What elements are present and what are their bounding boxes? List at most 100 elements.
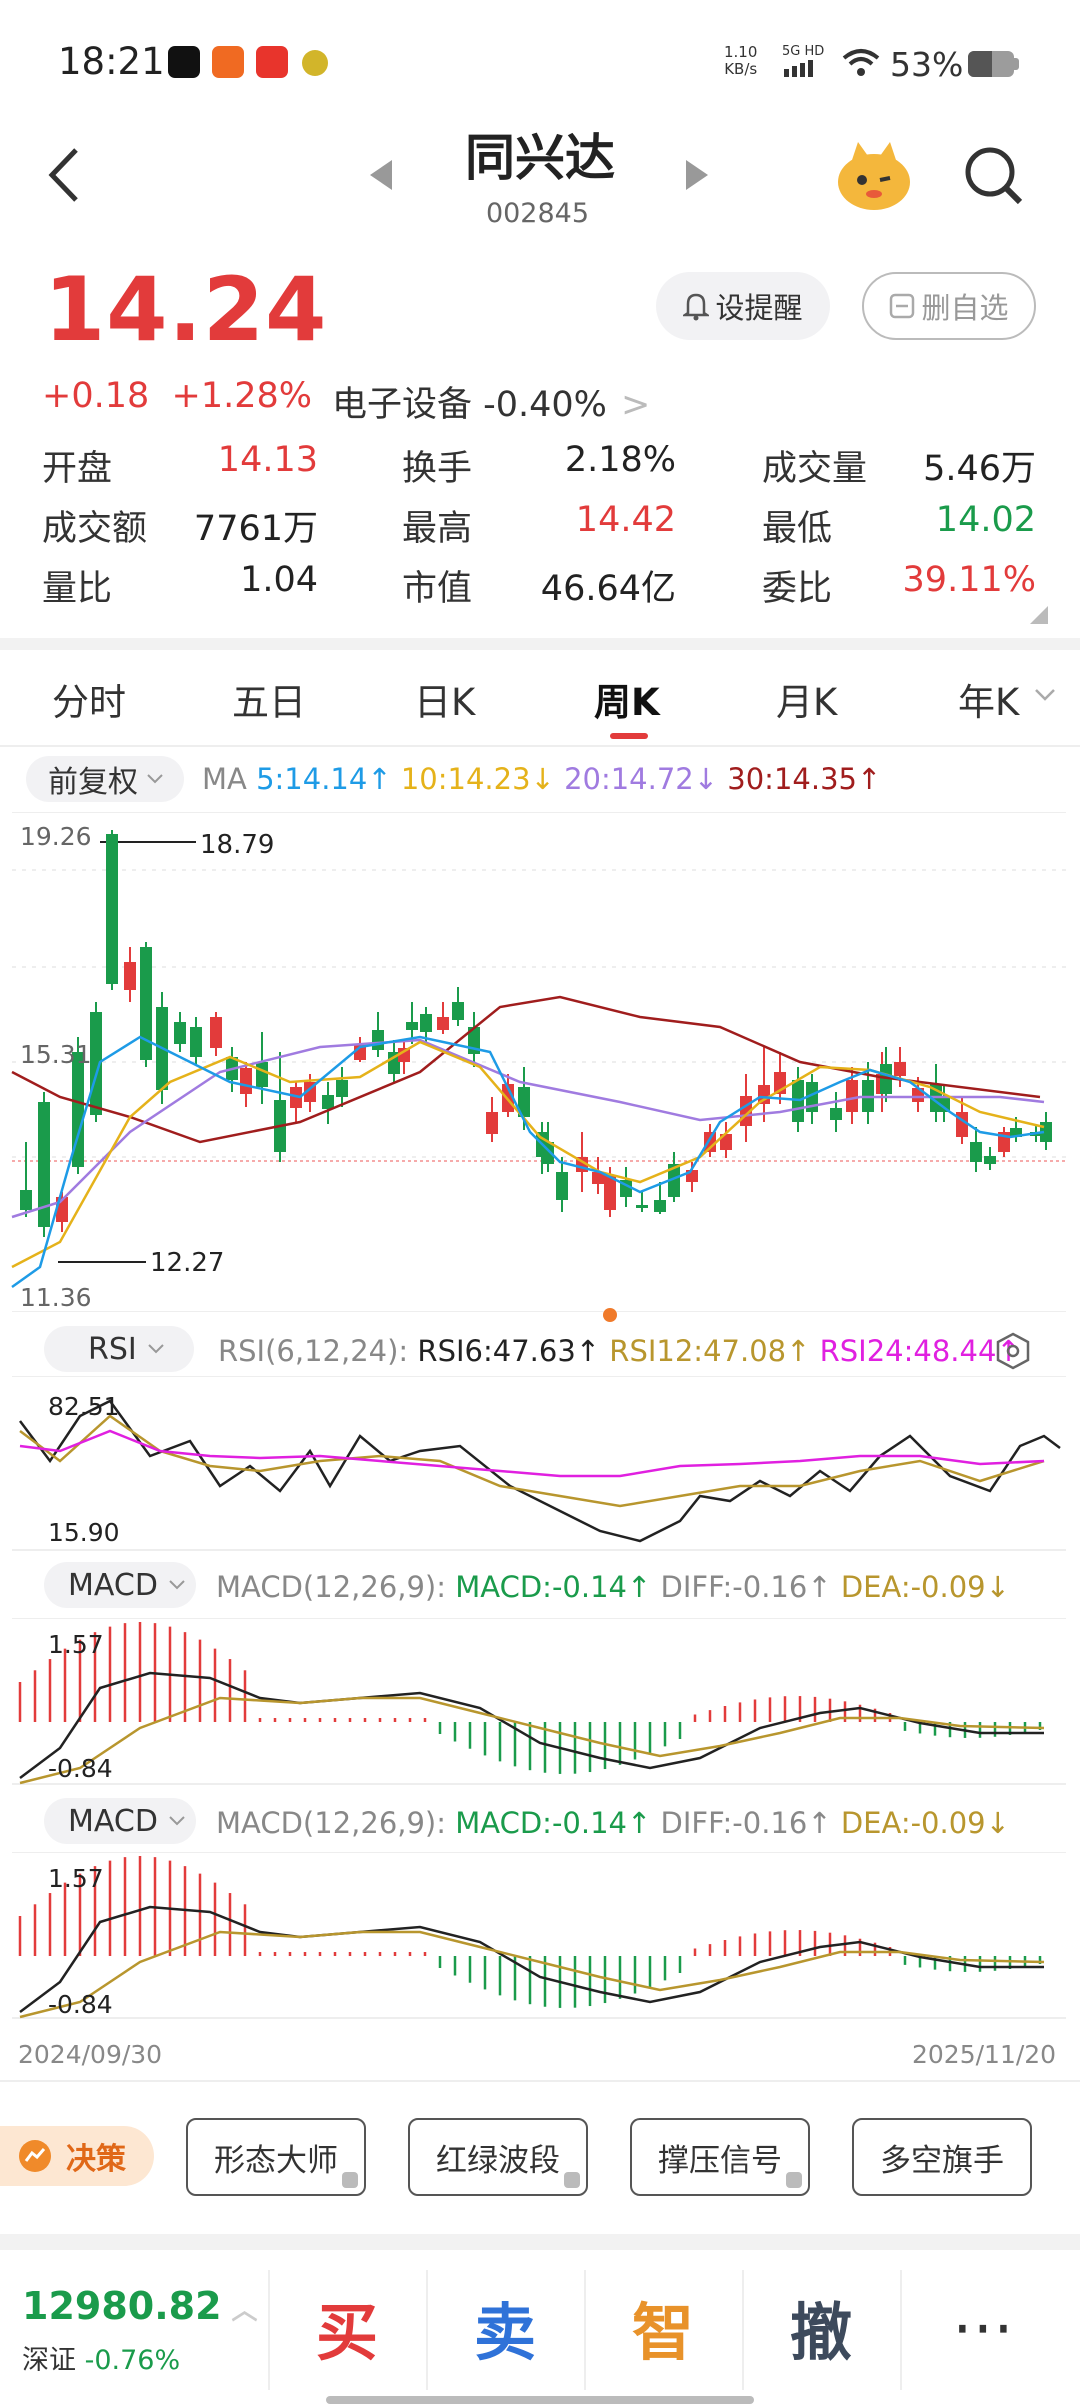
date-start: 2024/09/30 xyxy=(18,2040,163,2069)
candle-body xyxy=(124,962,136,990)
rsi24-line xyxy=(19,1429,1045,1478)
lock-icon xyxy=(786,2172,802,2188)
buy-button[interactable]: 买 xyxy=(316,2296,379,2369)
strategy-button-2[interactable]: 撑压信号 xyxy=(630,2118,810,2196)
rsi-dropdown[interactable]: RSI xyxy=(44,1326,194,1372)
battery-icon xyxy=(968,51,1014,77)
smart-button[interactable]: 智 xyxy=(632,2296,695,2369)
divider xyxy=(268,2270,270,2390)
minus-box-icon xyxy=(890,293,915,319)
search-icon[interactable] xyxy=(962,144,1026,208)
cancel-order-button[interactable]: 撤 xyxy=(790,2296,853,2369)
index-value: 12980.82 ︿ xyxy=(22,2284,258,2328)
macd2-label: MACD xyxy=(68,1803,158,1839)
macd1-value: MACD:-0.14↑ xyxy=(455,1570,652,1604)
lock-icon xyxy=(564,2172,580,2188)
triangle-right-icon[interactable] xyxy=(682,158,712,192)
sell-button[interactable]: 卖 xyxy=(474,2296,537,2369)
more-button[interactable]: ⋯ xyxy=(952,2290,1014,2363)
sector-label: 电子设备 -0.40% xyxy=(332,385,607,425)
stat-label: 成交量 xyxy=(762,449,868,489)
macd1-diff: DIFF:-0.16↑ xyxy=(660,1570,832,1604)
candle-body xyxy=(240,1068,252,1094)
dea-line xyxy=(19,1696,1045,1785)
candle-body xyxy=(984,1156,996,1164)
strategy-button-1[interactable]: 红绿波段 xyxy=(408,2118,588,2196)
candle-body xyxy=(72,1052,84,1167)
candle-body xyxy=(604,1175,616,1210)
candle-body xyxy=(846,1080,858,1112)
set-alert-label: 设提醒 xyxy=(715,291,803,325)
set-alert-button[interactable]: 设提醒 xyxy=(656,272,830,340)
ma30-value: 30:14.35↑ xyxy=(727,762,882,796)
candle-body xyxy=(398,1048,410,1062)
macd1-params: MACD(12,26,9): xyxy=(216,1570,447,1604)
shield-app-icon xyxy=(302,50,328,76)
tab-5[interactable]: 年K xyxy=(958,681,1020,724)
strategy-button-3[interactable]: 多空旗手 xyxy=(852,2118,1032,2196)
battery-tip xyxy=(1014,58,1019,70)
up-caret-icon: ︿ xyxy=(231,2296,258,2326)
chevron-down-icon[interactable] xyxy=(1034,688,1056,702)
remove-watchlist-button[interactable]: 删自选 xyxy=(862,272,1036,340)
rsi-legend: RSI(6,12,24): RSI6:47.63↑ RSI12:47.08↑ R… xyxy=(218,1334,1021,1368)
candle-body xyxy=(106,834,118,984)
candle-body xyxy=(452,1002,464,1020)
rsi-chart[interactable] xyxy=(0,1376,1080,1552)
stat-label: 量比 xyxy=(42,569,113,609)
candle-body xyxy=(190,1027,202,1057)
macd-dropdown-2[interactable]: MACD xyxy=(44,1798,196,1844)
candle-body xyxy=(636,1205,648,1208)
macd-chart-1[interactable] xyxy=(0,1618,1080,1786)
index-widget[interactable]: 12980.82 ︿ 深证 -0.76% xyxy=(22,2284,258,2377)
sector-link[interactable]: 电子设备 -0.40% > xyxy=(332,376,650,427)
tabs-divider xyxy=(0,745,1080,747)
strategy-button-0[interactable]: 形态大师 xyxy=(186,2118,366,2196)
macd1-dea: DEA:-0.09↓ xyxy=(840,1570,1010,1604)
diff-line xyxy=(19,1905,1044,2013)
stat-value: 39.11% xyxy=(902,560,1036,600)
tab-2[interactable]: 日K xyxy=(414,681,476,724)
ma-label: MA xyxy=(202,762,247,796)
candle-body xyxy=(486,1112,498,1134)
stat-value: 1.04 xyxy=(240,560,318,600)
tab-3[interactable]: 周K xyxy=(594,681,660,724)
candle-body xyxy=(322,1095,334,1109)
ma20-line xyxy=(11,1038,1045,1219)
settings-hex-icon[interactable] xyxy=(996,1332,1030,1370)
candle-body xyxy=(372,1030,384,1050)
ma20-value: 20:14.72↓ xyxy=(564,762,719,796)
triangle-left-icon[interactable] xyxy=(366,158,396,192)
kline-chart[interactable] xyxy=(0,812,1080,1312)
douyin-app-icon xyxy=(168,46,200,78)
chevron-left-icon[interactable] xyxy=(44,146,84,204)
adjust-dropdown[interactable]: 前复权 xyxy=(26,756,184,802)
stock-code: 002845 xyxy=(485,198,590,229)
expand-corner-icon[interactable] xyxy=(1030,606,1048,624)
candle-body xyxy=(406,1022,418,1030)
decision-icon xyxy=(19,2140,51,2172)
wifi-icon xyxy=(842,49,880,76)
macd2-bottom: -0.84 xyxy=(48,1990,113,2019)
tab-0[interactable]: 分时 xyxy=(52,681,126,724)
cursor-dot[interactable] xyxy=(603,1308,617,1322)
candle-body xyxy=(894,1062,906,1076)
ma5-value: 5:14.14↑ xyxy=(256,762,392,796)
active-tab-indicator xyxy=(610,733,648,739)
candle-body xyxy=(420,1014,432,1032)
candle-body xyxy=(140,947,152,1060)
mascot-icon[interactable] xyxy=(834,140,914,212)
chevron-down-icon xyxy=(148,1344,164,1354)
macd-dropdown-1[interactable]: MACD xyxy=(44,1562,196,1608)
macd-chart-2[interactable] xyxy=(0,1852,1080,2020)
divider xyxy=(426,2270,428,2390)
decision-badge[interactable]: 决策 xyxy=(0,2126,154,2186)
stat-label: 市值 xyxy=(402,569,473,609)
remove-watchlist-label: 删自选 xyxy=(921,291,1009,325)
ma10-value: 10:14.23↓ xyxy=(400,762,555,796)
divider xyxy=(0,2080,1080,2082)
tab-4[interactable]: 月K xyxy=(776,681,838,724)
index-info: 深证 -0.76% xyxy=(22,2338,258,2377)
candle-body xyxy=(668,1164,680,1197)
tab-1[interactable]: 五日 xyxy=(232,681,306,724)
